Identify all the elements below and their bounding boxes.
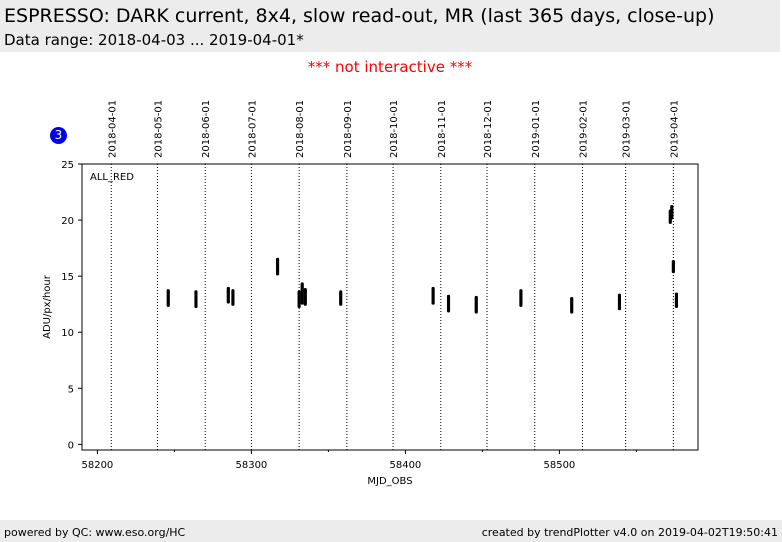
y-tick-label: 25 — [61, 160, 74, 171]
date-marker-label: 2018-06-01 — [201, 100, 212, 158]
data-point — [570, 296, 574, 301]
data-point — [519, 289, 523, 293]
y-tick-label: 0 — [68, 440, 74, 451]
data-point — [300, 282, 304, 286]
data-point — [231, 289, 235, 293]
date-marker-label: 2019-02-01 — [579, 100, 590, 158]
x-axis-label: MJD_OBS — [367, 476, 412, 487]
y-tick-label: 20 — [61, 216, 74, 227]
trend-chart: 2018-04-01 2018-05-01 2018-06-01 2018-07-01… — [42, 100, 699, 487]
data-point — [674, 292, 679, 296]
date-marker-label: 2018-07-01 — [247, 100, 258, 158]
data-point — [474, 295, 478, 300]
y-tick-label: 10 — [61, 328, 74, 339]
data-point — [226, 286, 230, 291]
footer-powered-by: powered by QC: www.eso.org/HC — [4, 526, 186, 539]
data-point — [671, 259, 675, 264]
header-bar: ESPRESSO: DARK current, 8x4, slow read-o… — [0, 0, 780, 52]
y-tick-label: 5 — [68, 384, 74, 395]
data-points — [166, 205, 679, 314]
date-marker-label: 2019-03-01 — [622, 100, 633, 158]
x-tick-label: 58500 — [543, 460, 575, 471]
data-point — [670, 205, 674, 209]
not-interactive-notice: *** not interactive *** — [307, 58, 473, 76]
plot-frame — [81, 163, 699, 451]
data-point — [339, 290, 343, 294]
date-markers: 2018-04-01 2018-05-01 2018-06-01 2018-07-01… — [107, 100, 680, 450]
page-title: ESPRESSO: DARK current, 8x4, slow read-o… — [4, 5, 715, 27]
date-marker-label: 2018-09-01 — [343, 100, 354, 158]
date-marker-label: 2018-08-01 — [295, 100, 306, 158]
data-point — [446, 294, 451, 298]
date-marker-label: 2018-05-01 — [153, 100, 164, 158]
data-point — [431, 286, 435, 291]
plot-number-badge: 3 — [50, 127, 67, 144]
data-point — [297, 290, 301, 294]
date-marker-label: 2019-01-01 — [531, 100, 542, 158]
data-point — [194, 290, 198, 294]
x-tick-label: 58200 — [81, 460, 113, 471]
data-point — [275, 257, 280, 261]
y-axis-label: ADU/px/hour — [42, 274, 53, 339]
data-point — [166, 289, 170, 293]
date-marker-label: 2018-11-01 — [437, 100, 448, 158]
date-marker-label: 2019-04-01 — [669, 100, 680, 158]
data-point — [617, 293, 622, 297]
y-tick-label: 15 — [61, 272, 74, 283]
x-tick-label: 58400 — [389, 460, 421, 471]
footer-created-by: created by trendPlotter v4.0 on 2019-04-… — [481, 526, 778, 539]
data-point — [303, 288, 307, 292]
footer-bar: powered by QC: www.eso.org/HC created by… — [0, 520, 782, 542]
panel-label: ALL_RED — [90, 172, 134, 183]
axis-ticks: 58200 58300 58400 58500 0 5 10 15 20 25 — [61, 160, 637, 471]
date-marker-label: 2018-12-01 — [483, 100, 494, 158]
data-range-subtitle: Data range: 2018-04-03 ... 2019-04-01* — [4, 31, 304, 49]
x-tick-label: 58300 — [235, 460, 267, 471]
date-marker-label: 2018-10-01 — [389, 100, 400, 158]
date-marker-label: 2018-04-01 — [107, 100, 118, 158]
